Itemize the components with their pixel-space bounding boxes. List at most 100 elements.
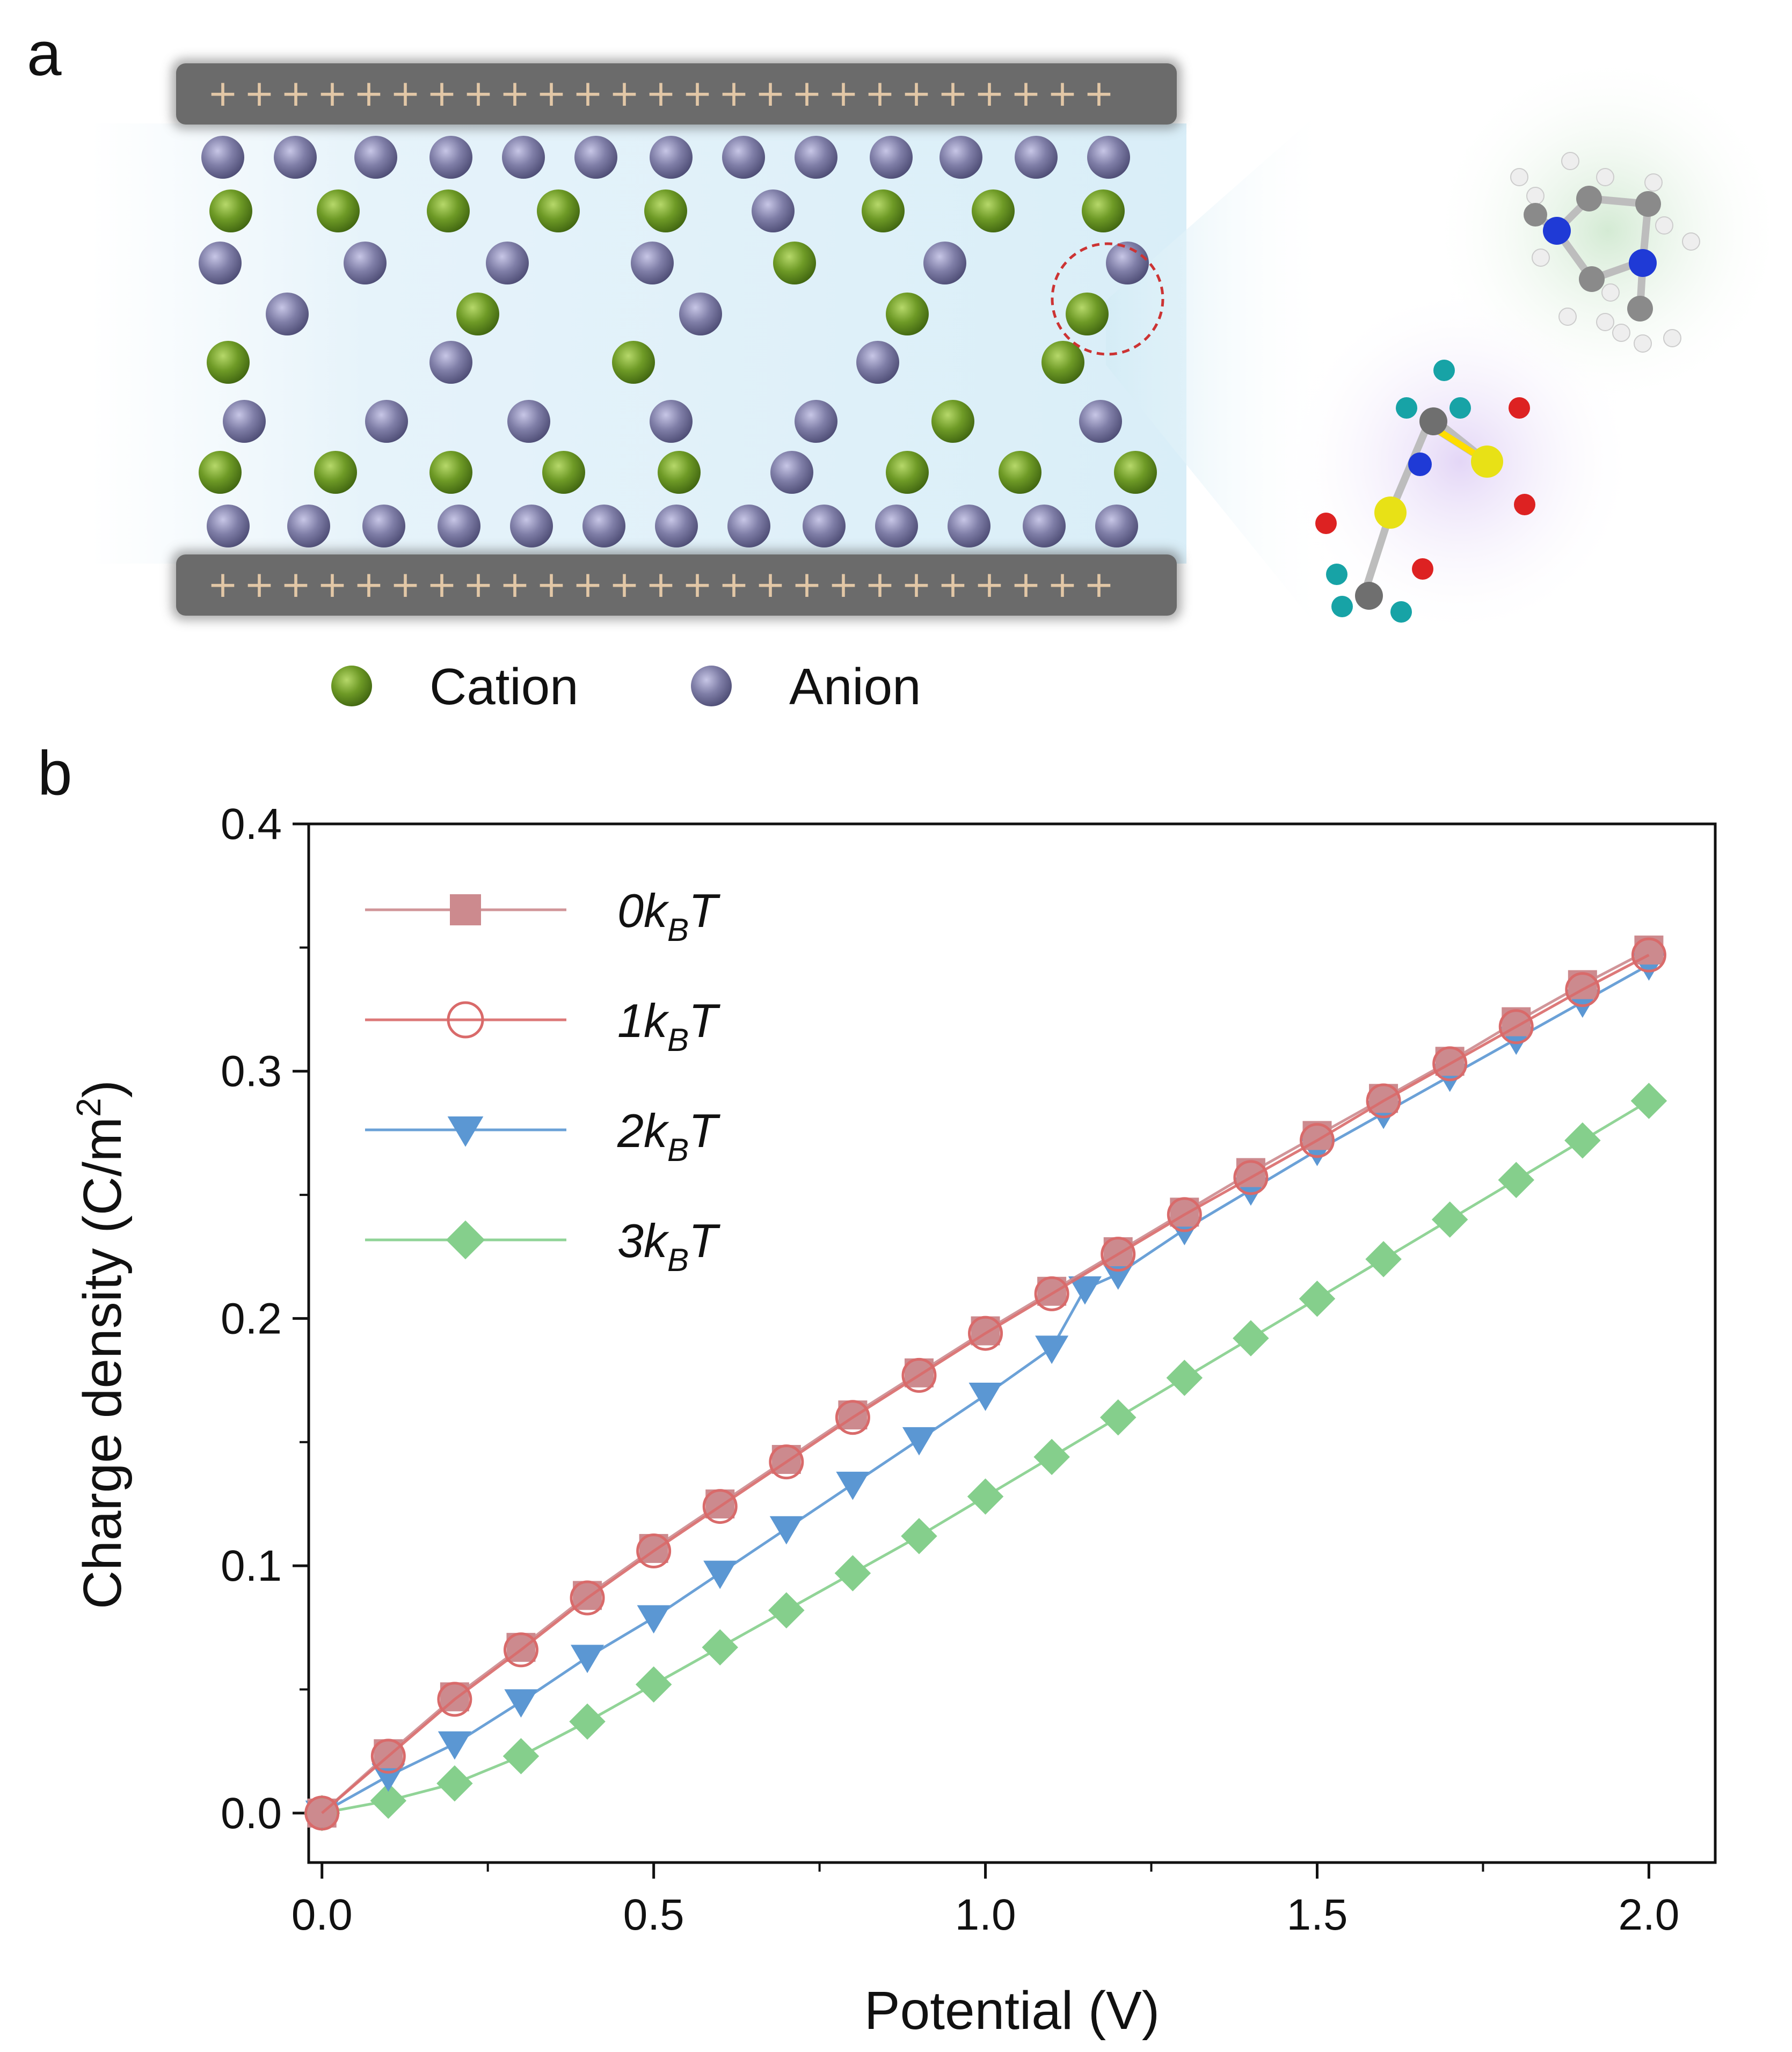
data-point-triangle-down xyxy=(769,1516,803,1545)
cation-sphere xyxy=(1066,293,1109,335)
electrode-charge-sign: + xyxy=(500,72,530,115)
anion-sphere xyxy=(770,451,813,494)
electrode-charge-sign: + xyxy=(1084,72,1114,115)
data-point-open-circle xyxy=(570,1580,605,1616)
cation-sphere xyxy=(456,293,499,335)
electrode-charge-sign: + xyxy=(755,564,786,606)
cation-sphere xyxy=(862,189,905,232)
cation-sphere xyxy=(1114,451,1157,494)
anion-sphere xyxy=(650,400,693,443)
anion-sphere xyxy=(655,505,698,547)
series-line xyxy=(321,953,1650,1814)
data-point-open-circle xyxy=(1233,1160,1269,1195)
electrode-charge-sign: + xyxy=(354,564,384,606)
data-point-triangle-down xyxy=(703,1560,737,1589)
cation-sphere xyxy=(207,341,250,384)
highlight-circle xyxy=(1051,242,1164,356)
anion-sphere xyxy=(1095,505,1138,547)
data-point-triangle-down xyxy=(836,1471,870,1500)
anion-sphere xyxy=(223,400,266,443)
electrode-charge-sign: + xyxy=(719,72,749,115)
data-point-diamond xyxy=(702,1629,738,1666)
x-tick-label: 0.0 xyxy=(292,1890,353,1939)
data-point-open-circle xyxy=(437,1682,472,1717)
anion-legend-marker xyxy=(691,666,732,706)
x-tick-label: 1.5 xyxy=(1286,1890,1347,1939)
zoom-wedge xyxy=(1106,102,1331,644)
anion-sphere xyxy=(803,505,846,547)
electrode-charge-sign: + xyxy=(536,72,567,115)
anion-sphere xyxy=(650,136,693,179)
anion-sphere xyxy=(1079,400,1122,443)
cation-sphere xyxy=(999,451,1041,494)
electrode-charge-sign: + xyxy=(828,564,859,606)
legend-label: 1kBT xyxy=(617,994,720,1058)
electrode-charge-sign: + xyxy=(682,564,713,606)
anion-sphere xyxy=(507,400,550,443)
electrode-charge-sign: + xyxy=(901,564,932,606)
data-point-diamond xyxy=(967,1478,1004,1515)
x-tick-label: 1.0 xyxy=(955,1890,1016,1939)
data-point-diamond xyxy=(436,1765,473,1802)
data-point-open-circle xyxy=(1432,1046,1468,1082)
anion-sphere xyxy=(574,136,617,179)
anion-sphere xyxy=(727,505,770,547)
top-electrode: + + + + + + + + + + + + + + + + + + + + + + + + + xyxy=(172,59,1181,129)
anion-sphere xyxy=(1087,136,1130,179)
y-axis: 0.0 0.1 0.2 0.3 0.4 xyxy=(221,800,309,1838)
anion-sphere xyxy=(438,505,480,547)
anion-sphere xyxy=(274,136,317,179)
electrode-charge-sign: + xyxy=(317,564,348,606)
panel-a-label: a xyxy=(27,19,62,89)
electrode-charge-sign: + xyxy=(208,564,238,606)
data-point-open-circle xyxy=(447,1001,484,1039)
anion-sphere xyxy=(510,505,553,547)
electrode-charge-sign: + xyxy=(317,72,348,115)
data-point-diamond xyxy=(370,1783,407,1819)
plot-frame xyxy=(307,822,1717,1864)
data-point-open-circle xyxy=(702,1489,738,1524)
bottom-electrode: + + + + + + + + + + + + + + + + + + + + + + + + + xyxy=(172,550,1181,620)
anion-sphere xyxy=(795,136,837,179)
panel-a-legend: Cation Anion xyxy=(331,658,921,715)
legend-entry: 0kBT xyxy=(365,884,720,948)
anion-sphere xyxy=(939,136,982,179)
cation-sphere xyxy=(773,242,816,284)
cation-sphere xyxy=(542,451,585,494)
series-2 xyxy=(305,952,1666,1829)
electrode-charge-sign: + xyxy=(828,72,859,115)
anion-sphere xyxy=(266,293,309,335)
electrode-charge-sign: + xyxy=(865,564,895,606)
data-point-triangle-down xyxy=(637,1605,671,1634)
y-tick-label: 0.4 xyxy=(221,800,282,849)
data-point-open-circle xyxy=(1167,1197,1202,1232)
data-point-triangle-down xyxy=(438,1731,471,1760)
legend-label: 0kBT xyxy=(617,884,720,948)
anion-sphere xyxy=(923,242,966,284)
electrode-charge-sign: + xyxy=(390,564,421,606)
y-axis-title: Charge density (C/m2) xyxy=(69,1080,133,1609)
anion-sphere xyxy=(752,189,795,232)
anion-sphere xyxy=(875,505,918,547)
data-point-open-circle xyxy=(304,1795,340,1831)
electrode-charge-sign: + xyxy=(1011,72,1041,115)
electrode-charge-sign: + xyxy=(390,72,421,115)
electrode-charge-sign: + xyxy=(1047,564,1078,606)
electrode-charge-sign: + xyxy=(354,72,384,115)
data-point-triangle-down xyxy=(1068,1276,1102,1305)
electrode-charge-sign: + xyxy=(792,72,822,115)
anion-sphere xyxy=(344,242,387,284)
data-point-diamond xyxy=(1099,1399,1137,1436)
electrode-charge-sign: + xyxy=(427,564,457,606)
anion-sphere xyxy=(679,293,722,335)
cation-sphere xyxy=(209,189,252,232)
series-1 xyxy=(304,937,1666,1831)
electrode-charge-sign: + xyxy=(901,72,932,115)
anion-sphere xyxy=(365,400,408,443)
cation-sphere xyxy=(1041,341,1084,384)
y-tick-label: 0.0 xyxy=(221,1789,282,1838)
cation-sphere xyxy=(886,451,929,494)
chart-legend: 0kBT 1kBT 2kBT 3kBT xyxy=(365,884,720,1278)
data-point-open-circle xyxy=(370,1739,406,1774)
